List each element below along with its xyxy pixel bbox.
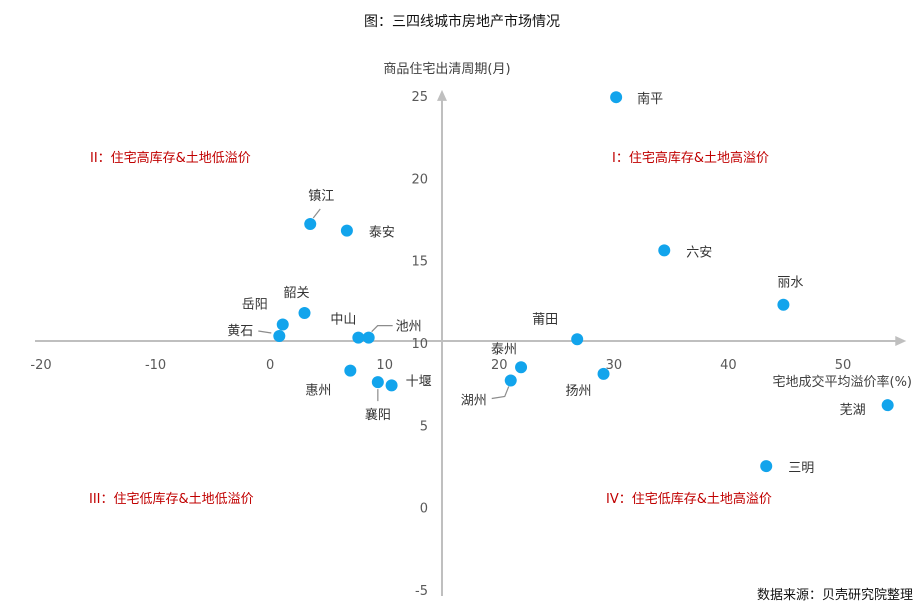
x-tick-label: 40 — [720, 358, 737, 373]
data-point — [362, 331, 375, 344]
point-label: 十堰 — [406, 374, 432, 389]
data-point — [658, 244, 671, 257]
axes — [35, 89, 907, 596]
data-point — [504, 374, 517, 387]
y-axis-title: 商品住宅出清周期(月) — [383, 62, 510, 77]
leader-line — [258, 330, 272, 334]
point-label: 岳阳 — [242, 297, 268, 312]
point-label: 南平 — [637, 91, 663, 107]
y-tick-label: -5 — [415, 584, 428, 599]
data-point — [298, 306, 311, 319]
point-label: 泰州 — [491, 342, 517, 357]
point-label: 中山 — [330, 313, 356, 328]
y-tick-label: 25 — [411, 90, 428, 105]
point-label: 扬州 — [566, 384, 592, 399]
point-label: 莆田 — [532, 312, 558, 327]
data-point — [881, 399, 894, 412]
data-point — [515, 361, 528, 374]
point-label: 镇江 — [308, 189, 334, 204]
x-axis-title: 宅地成交平均溢价率(%) — [773, 374, 913, 390]
data-point — [777, 298, 790, 311]
x-tick-label: 30 — [606, 358, 623, 373]
data-point — [340, 224, 353, 237]
leader-line — [312, 208, 321, 219]
leader-lines — [258, 208, 510, 402]
x-tick-label: 20 — [491, 358, 508, 373]
x-tick-label: 10 — [376, 358, 393, 373]
point-label: 韶关 — [284, 285, 310, 301]
data-point — [276, 318, 289, 331]
data-point — [344, 364, 357, 377]
x-tick-label: 0 — [266, 358, 274, 373]
chart-title: 图：三四线城市房地产市场情况 — [364, 13, 560, 30]
leader-line — [491, 386, 510, 400]
point-label: 丽水 — [777, 276, 803, 291]
point-label: 黄石 — [227, 324, 253, 339]
data-point — [385, 379, 398, 392]
x-axis-arrow — [895, 335, 907, 346]
data-point — [352, 331, 365, 344]
tick-labels: -20 -10 0 10 20 30 40 50 -5 0 5 10 15 20 25 — [30, 90, 851, 599]
point-label: 芜湖 — [840, 403, 866, 418]
source-note: 数据来源：贝壳研究院整理 — [757, 588, 913, 603]
point-label: 湖州 — [461, 393, 487, 408]
quadrant-label-iv: IV：住宅低库存&土地高溢价 — [606, 491, 772, 507]
leader-line — [371, 325, 393, 333]
point-label: 襄阳 — [365, 407, 391, 423]
point-label: 三明 — [788, 461, 814, 476]
point-label: 六安 — [686, 245, 712, 260]
x-tick-label: -20 — [30, 358, 51, 373]
point-label: 池州 — [396, 320, 422, 335]
data-point — [597, 367, 610, 380]
point-label: 泰安 — [369, 226, 395, 241]
y-tick-label: 15 — [411, 255, 428, 270]
data-point — [610, 91, 623, 104]
point-label: 惠州 — [305, 384, 331, 399]
y-axis-arrow — [436, 89, 447, 101]
data-points — [273, 91, 894, 473]
x-tick-label: 50 — [835, 358, 852, 373]
data-point — [273, 330, 286, 343]
quadrant-labels: I：住宅高库存&土地高溢价 II：住宅高库存&土地低溢价 III：住宅低库存&土… — [89, 150, 772, 507]
data-point — [371, 376, 384, 389]
data-point — [304, 218, 317, 231]
y-tick-label: 20 — [411, 172, 428, 187]
data-point — [571, 333, 584, 346]
quadrant-label-iii: III：住宅低库存&土地低溢价 — [89, 491, 254, 507]
quadrant-label-ii: II：住宅高库存&土地低溢价 — [90, 150, 251, 166]
y-tick-label: 10 — [411, 337, 428, 352]
data-point — [760, 460, 773, 473]
y-tick-label: 0 — [420, 502, 428, 517]
y-tick-label: 5 — [420, 419, 428, 434]
x-tick-label: -10 — [145, 358, 166, 373]
quadrant-label-i: I：住宅高库存&土地高溢价 — [612, 150, 769, 166]
